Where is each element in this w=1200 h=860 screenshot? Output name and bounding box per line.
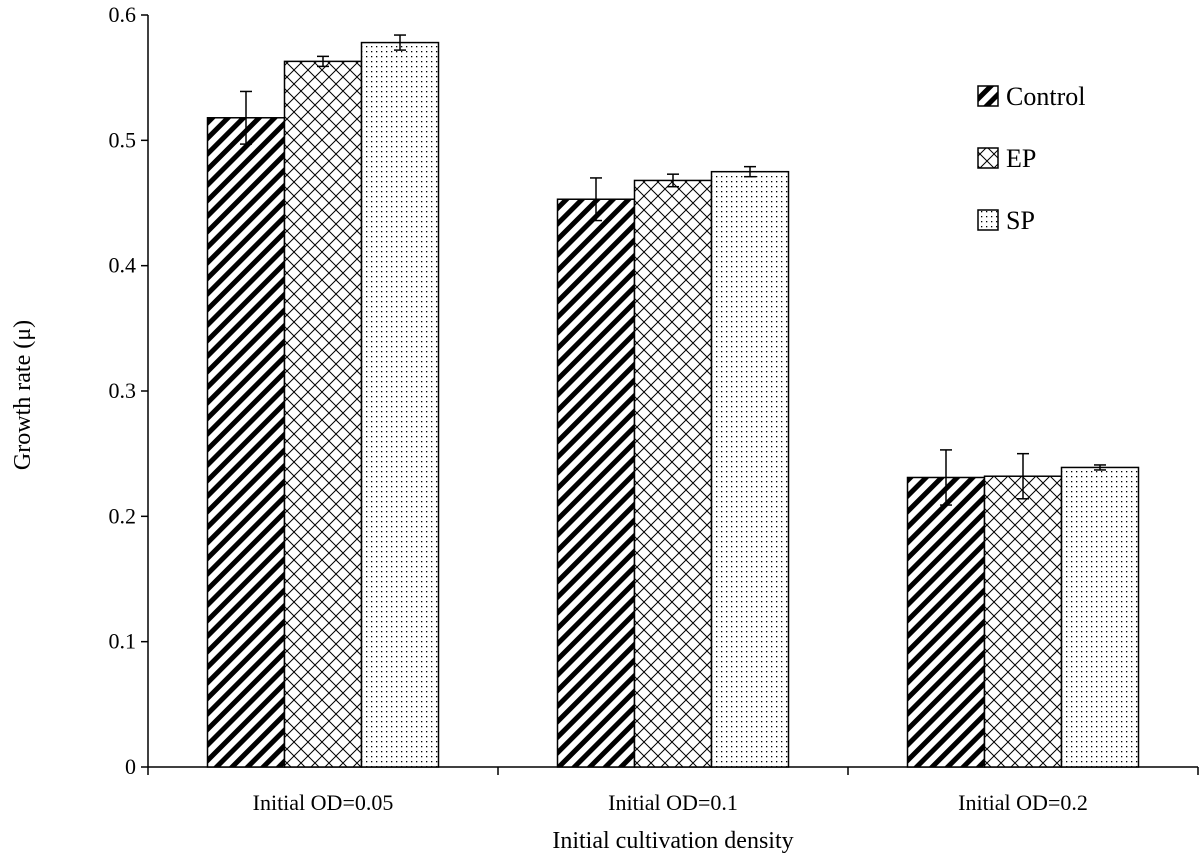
legend-item-sp: SP (977, 206, 1035, 235)
x-tick-label: Initial OD=0.05 (253, 790, 394, 815)
bar-control (906, 476, 986, 768)
y-tick-label: 0.1 (109, 629, 137, 654)
error-bar-ep (667, 173, 679, 188)
error-bar-ep (1017, 452, 1029, 500)
legend-swatch (977, 85, 999, 107)
y-tick-label: 0.6 (109, 2, 137, 27)
error-bar-sp (744, 165, 756, 178)
x-axis: Initial OD=0.05 Initial OD=0.1 Initial OD=… (147, 766, 1199, 815)
bar-control (206, 117, 286, 768)
error-bar-control (590, 177, 602, 222)
error-bar-sp (394, 34, 406, 51)
legend-swatch (977, 209, 999, 231)
legend-item-ep: EP (977, 144, 1036, 173)
y-tick-label: 0.4 (109, 253, 137, 278)
legend-label: EP (1006, 144, 1036, 173)
x-axis-label: Initial cultivation density (552, 828, 793, 854)
legend-item-control: Control (977, 82, 1085, 111)
bar-sp (1060, 466, 1140, 768)
bar-control (556, 198, 636, 768)
x-tick-label: Initial OD=0.2 (958, 790, 1088, 815)
legend-swatch (977, 147, 999, 169)
legend-label: Control (1006, 82, 1085, 111)
x-tick-label: Initial OD=0.1 (608, 790, 738, 815)
y-axis: 0 0.1 0.2 0.3 0.4 0.5 0.6 (109, 2, 149, 779)
bar-sp (710, 170, 790, 768)
error-bar-sp (1094, 464, 1106, 471)
y-tick-label: 0.2 (109, 503, 137, 528)
legend: Control EP SP (977, 82, 1085, 235)
y-tick-label: 0 (125, 754, 136, 779)
y-axis-label: Growth rate (μ) (10, 320, 36, 470)
legend-label: SP (1006, 206, 1035, 235)
y-tick-label: 0.3 (109, 378, 137, 403)
error-bar-control (940, 449, 952, 506)
bar-ep (283, 60, 363, 768)
bar-ep (633, 179, 713, 768)
y-tick-label: 0.5 (109, 127, 137, 152)
bar-sp (360, 41, 440, 768)
error-bar-control (240, 90, 252, 145)
error-bar-ep (317, 55, 329, 68)
bar-ep (983, 475, 1063, 768)
bars (206, 34, 1140, 768)
